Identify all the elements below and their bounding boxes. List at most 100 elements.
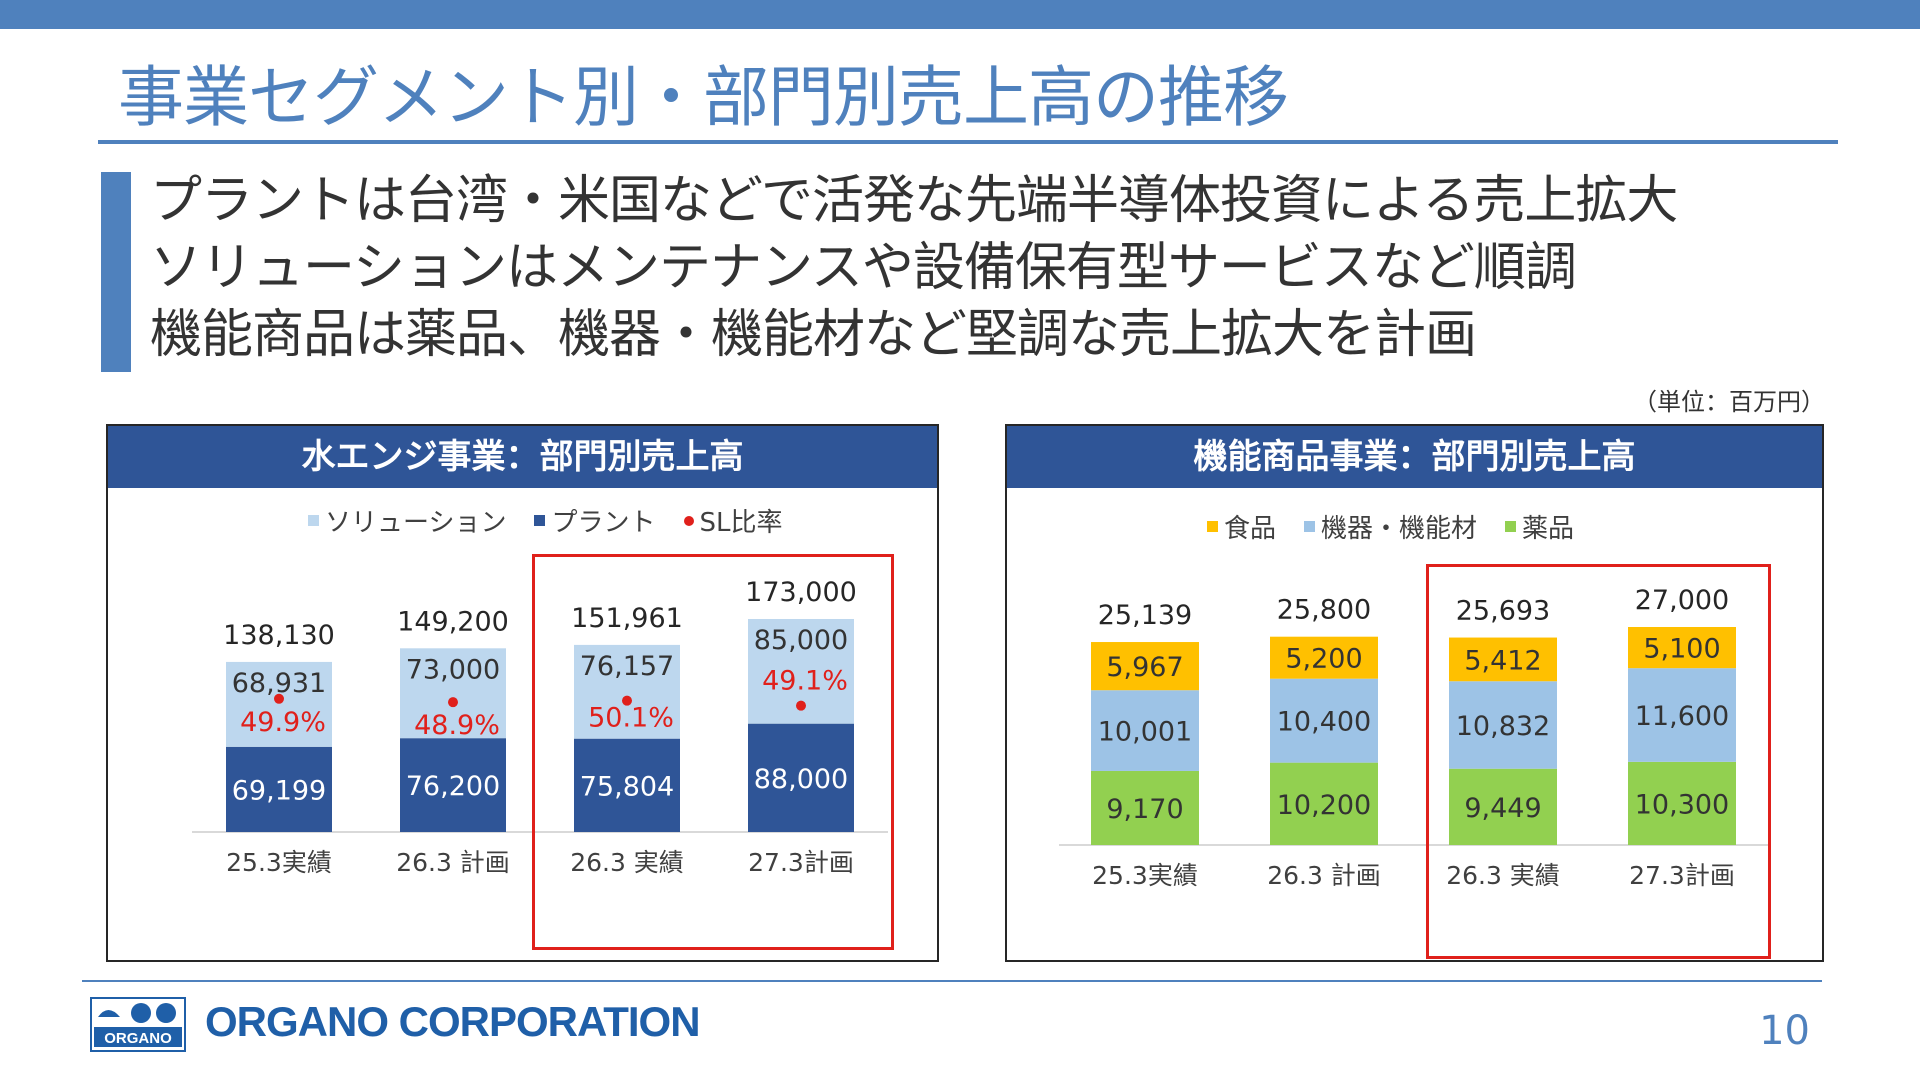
sl-ratio-marker [448, 697, 458, 708]
total-label: 151,961 [571, 603, 683, 634]
bar-segment [1270, 762, 1378, 845]
data-label: 76,157 [580, 651, 674, 682]
legend-swatch-plant [534, 515, 546, 526]
category-label: 26.3 実績 [1446, 861, 1560, 890]
legend-label-equipment: 機器・機能材 [1321, 514, 1478, 544]
sl-ratio-label: 50.1% [588, 703, 674, 734]
data-label: 10,832 [1456, 711, 1550, 742]
sl-ratio-marker [274, 693, 284, 704]
legend-label-chemicals: 薬品 [1522, 514, 1575, 544]
total-label: 27,000 [1635, 585, 1729, 616]
sl-ratio-label: 49.1% [762, 666, 848, 697]
bar-segment [574, 644, 680, 739]
data-label: 69,199 [232, 775, 326, 806]
bar-segment [1628, 668, 1736, 762]
page-number: 10 [1759, 1008, 1810, 1054]
total-label: 173,000 [745, 577, 857, 608]
bar-segment [1270, 636, 1378, 679]
data-label: 75,804 [580, 771, 674, 802]
summary-bullets: プラントは台湾・米国などで活発な先端半導体投資による売上拡大 ソリューションはメ… [150, 168, 1678, 369]
data-label: 9,449 [1464, 793, 1541, 824]
summary-line-solution: ソリューションはメンテナンスや設備保有型サービスなど順調 [150, 238, 1577, 298]
water-engineering-panel-title: 水エンジ事業：部門別売上高 [108, 426, 937, 488]
bar-segment [1449, 637, 1557, 682]
bar-segment [1270, 678, 1378, 763]
data-label: 73,000 [406, 654, 500, 685]
bar-segment [748, 723, 854, 832]
functional-products-panel: 機能商品事業：部門別売上高 食品 機器・機能材 薬品 9,170 10,001 5,… [1005, 424, 1824, 962]
legend-label-solution: ソリューション [325, 508, 507, 538]
data-label: 5,100 [1643, 634, 1720, 665]
data-label: 5,412 [1464, 645, 1541, 676]
bar-segment [400, 648, 506, 739]
legend-swatch-chemicals [1505, 521, 1517, 532]
bar-segment [1628, 627, 1736, 669]
top-accent-bar [0, 0, 1920, 29]
total-label: 25,139 [1098, 600, 1192, 631]
category-label: 27.3計画 [1629, 861, 1735, 890]
bar-segment [1091, 642, 1199, 691]
bar-segment [1449, 768, 1557, 845]
legend-item-solution: ソリューション [308, 502, 506, 539]
data-label: 5,200 [1285, 644, 1362, 675]
sl-ratio-label: 48.9% [414, 710, 500, 741]
legend-item-sl-ratio: SL比率 [683, 502, 783, 539]
summary-line-plant: プラントは台湾・米国などで活発な先端半導体投資による売上拡大 [150, 171, 1678, 231]
legend-swatch-food [1207, 521, 1218, 532]
total-label: 149,200 [397, 606, 509, 637]
bullet-accent-bar [101, 172, 131, 372]
category-label: 26.3 実績 [570, 848, 684, 877]
category-label: 26.3 計画 [396, 848, 510, 877]
data-label: 5,967 [1106, 652, 1183, 683]
bar-segment [226, 661, 332, 747]
organo-logo: ORGANO [90, 997, 186, 1052]
legend-item-plant: プラント [534, 502, 656, 539]
data-label: 85,000 [754, 625, 848, 656]
functional-products-chart: 9,170 10,001 5,967 25,139 25.3実績 10,200 10,400… [1059, 585, 1769, 890]
data-label: 9,170 [1106, 794, 1183, 825]
legend-label-food: 食品 [1224, 514, 1277, 544]
total-label: 25,693 [1456, 596, 1550, 627]
bar-segment [400, 738, 506, 832]
data-label: 10,300 [1635, 789, 1729, 820]
water-engineering-chart: 69,199 68,931 138,130 25.3実績 49.9% 76,200 73,0… [192, 577, 888, 877]
category-label: 26.3 計画 [1267, 861, 1381, 890]
legend-item-equipment: 機器・機能材 [1304, 508, 1477, 545]
bar-segment [1628, 761, 1736, 845]
total-label: 138,130 [223, 620, 335, 651]
data-label: 68,931 [232, 668, 326, 699]
legend-marker-sl-ratio [683, 515, 694, 526]
bar-segment [1091, 770, 1199, 845]
total-label: 25,800 [1277, 595, 1371, 626]
unit-label: （単位：百万円） [1633, 388, 1825, 416]
data-label: 11,600 [1635, 701, 1729, 732]
bar-segment [1449, 681, 1557, 769]
functional-products-panel-title: 機能商品事業：部門別売上高 [1007, 426, 1822, 488]
bar-segment [574, 738, 680, 832]
summary-line-functional: 機能商品は薬品、機器・機能材など堅調な売上拡大を計画 [150, 305, 1477, 365]
bar-segment [226, 746, 332, 832]
functional-products-highlight-box [1426, 564, 1771, 959]
functional-products-legend: 食品 機器・機能材 薬品 [1207, 508, 1574, 545]
company-name: ORGANO CORPORATION [205, 998, 701, 1045]
legend-swatch-solution [308, 515, 319, 526]
water-engineering-legend: ソリューション プラント SL比率 [308, 502, 783, 539]
legend-label-sl-ratio: SL比率 [699, 508, 783, 538]
data-label: 10,400 [1277, 707, 1371, 738]
legend-label-plant: プラント [551, 508, 656, 538]
category-label: 25.3実績 [226, 848, 332, 877]
category-label: 27.3計画 [748, 848, 854, 877]
logo-text: ORGANO [104, 1030, 172, 1047]
legend-swatch-equipment [1304, 521, 1316, 532]
sl-ratio-marker [622, 695, 632, 706]
data-label: 10,001 [1098, 717, 1192, 748]
sl-ratio-label: 49.9% [240, 707, 326, 738]
slide-title: 事業セグメント別・部門別売上高の推移 [118, 59, 1289, 136]
data-label: 88,000 [754, 764, 848, 795]
title-underline [98, 140, 1838, 144]
water-engineering-highlight-box [532, 554, 894, 950]
legend-item-food: 食品 [1207, 508, 1276, 545]
footer-rule [82, 980, 1822, 982]
bar-segment [1091, 690, 1199, 771]
data-label: 10,200 [1277, 790, 1371, 821]
